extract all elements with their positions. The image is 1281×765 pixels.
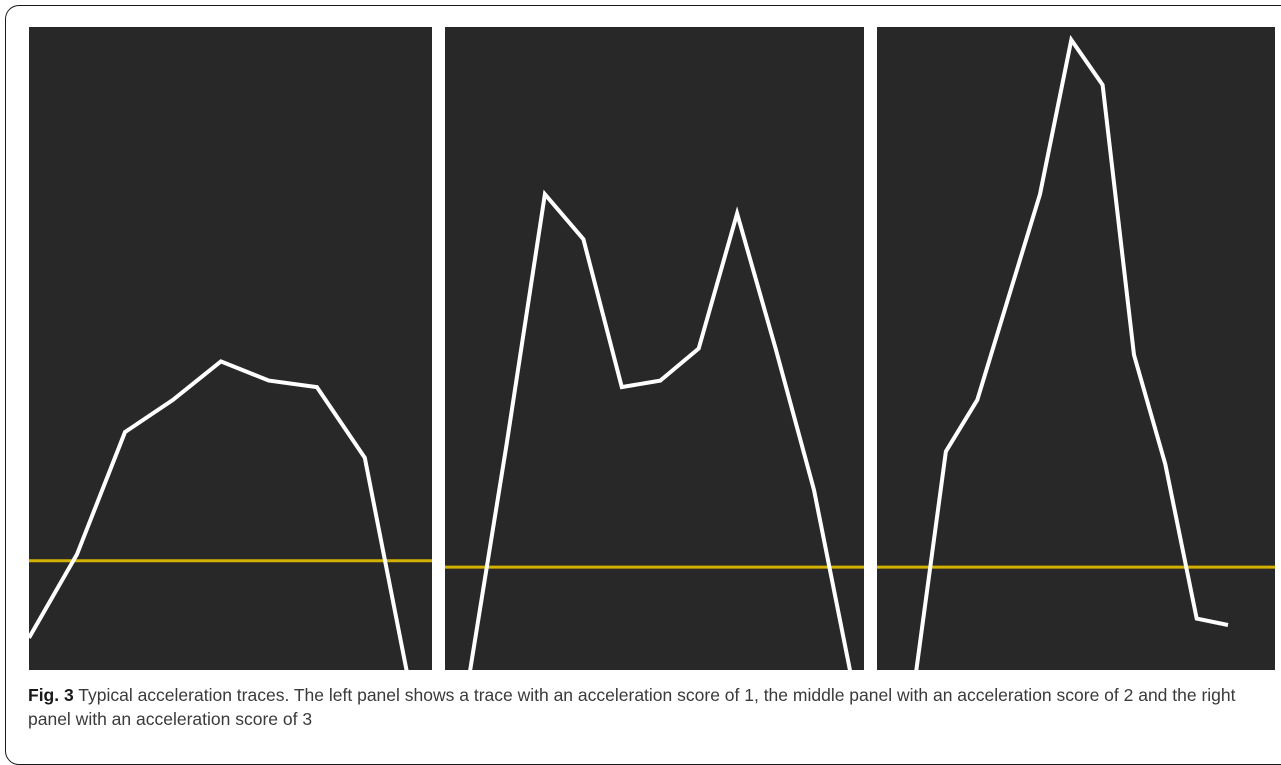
trace-panel-middle	[445, 27, 864, 670]
trace-chart-right	[877, 34, 1275, 670]
figure-caption-text: Typical acceleration traces. The left pa…	[28, 685, 1236, 729]
trace-panel-right	[877, 27, 1275, 670]
acceleration-trace	[29, 359, 409, 670]
figure-caption: Fig. 3 Typical acceleration traces. The …	[28, 683, 1260, 731]
figure-label: Fig. 3	[28, 685, 74, 705]
acceleration-trace	[914, 34, 1229, 670]
acceleration-trace	[468, 189, 852, 670]
trace-panel-left	[29, 27, 432, 670]
trace-chart-middle	[445, 189, 864, 670]
trace-chart-left	[29, 359, 432, 670]
